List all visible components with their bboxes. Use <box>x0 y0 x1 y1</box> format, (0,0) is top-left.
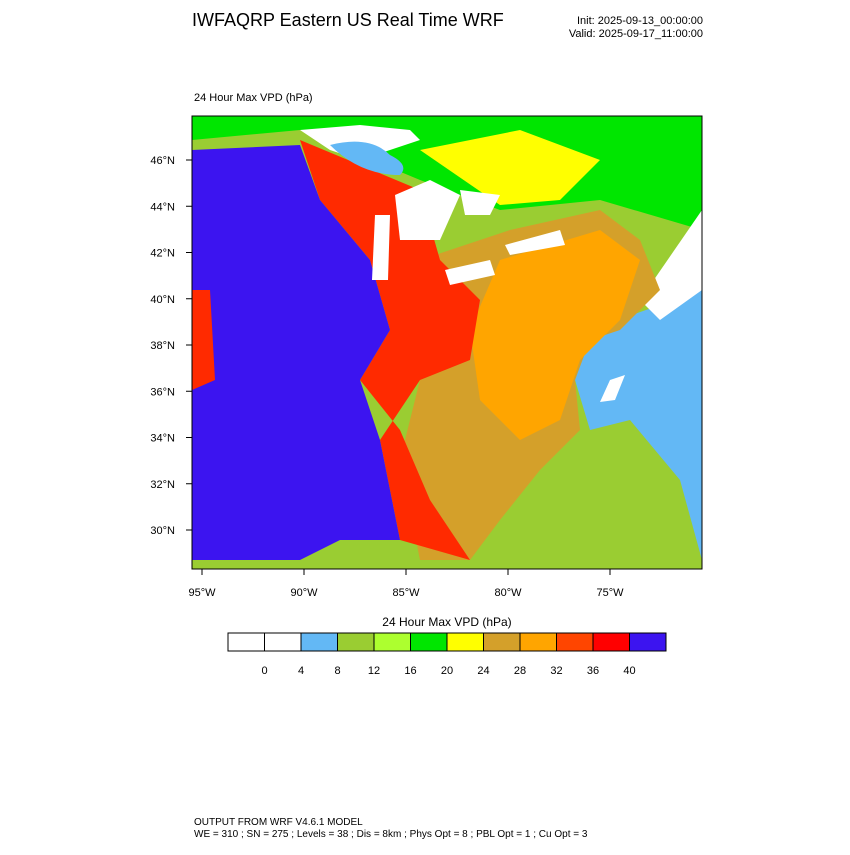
colorbar-title: 24 Hour Max VPD (hPa) <box>382 615 511 629</box>
lon-label: 85°W <box>392 587 420 599</box>
colorbar-label: 20 <box>441 665 453 677</box>
footer-line: WE = 310 ; SN = 275 ; Levels = 38 ; Dis … <box>194 829 588 840</box>
colorbar-box <box>556 632 594 652</box>
colorbar-box <box>446 632 484 652</box>
map-label: 24 Hour Max VPD (hPa) <box>194 92 313 104</box>
lat-label: 44°N <box>150 201 175 213</box>
init-time: Init: 2025-09-13_00:00:00 <box>577 15 703 27</box>
lat-label: 42°N <box>150 248 175 260</box>
title: IWFAQRP Eastern US Real Time WRF <box>192 10 504 30</box>
lat-labels: 46°N 44°N 42°N 40°N 38°N 36°N 34°N 32°N 30°N <box>150 155 192 537</box>
colorbar-box <box>300 632 338 652</box>
lat-label: 40°N <box>150 294 175 306</box>
colorbar-box <box>410 632 448 652</box>
colorbar-box <box>519 632 557 652</box>
colorbar-label: 0 <box>261 665 267 677</box>
lat-label: 34°N <box>150 433 175 445</box>
lon-label: 80°W <box>494 587 522 599</box>
colorbar-label: 32 <box>550 665 562 677</box>
map <box>191 115 703 570</box>
colorbar-box <box>337 632 375 652</box>
colorbar-label: 4 <box>298 665 304 677</box>
colorbar-label: 28 <box>514 665 526 677</box>
colorbar-label: 16 <box>404 665 416 677</box>
lon-label: 90°W <box>290 587 318 599</box>
colorbar: 0 4 8 12 16 20 24 28 32 36 40 <box>227 632 667 677</box>
lat-label: 36°N <box>150 386 175 398</box>
colorbar-label: 24 <box>477 665 489 677</box>
colorbar-box <box>483 632 521 652</box>
lat-label: 38°N <box>150 340 175 352</box>
lon-label: 95°W <box>188 587 216 599</box>
lat-label: 30°N <box>150 525 175 537</box>
colorbar-box <box>227 632 265 652</box>
lat-label: 32°N <box>150 479 175 491</box>
colorbar-box <box>592 632 630 652</box>
lat-label: 46°N <box>150 155 175 167</box>
colorbar-label: 40 <box>623 665 635 677</box>
colorbar-box <box>373 632 411 652</box>
footer-line: OUTPUT FROM WRF V4.6.1 MODEL <box>194 817 363 828</box>
colorbar-box <box>629 632 667 652</box>
colorbar-label: 36 <box>587 665 599 677</box>
colorbar-label: 8 <box>334 665 340 677</box>
colorbar-label: 12 <box>368 665 380 677</box>
lon-labels: 95°W 90°W 85°W 80°W 75°W <box>188 569 624 599</box>
valid-time: Valid: 2025-09-17_11:00:00 <box>569 28 703 40</box>
lon-label: 75°W <box>596 587 624 599</box>
colorbar-box <box>264 632 302 652</box>
